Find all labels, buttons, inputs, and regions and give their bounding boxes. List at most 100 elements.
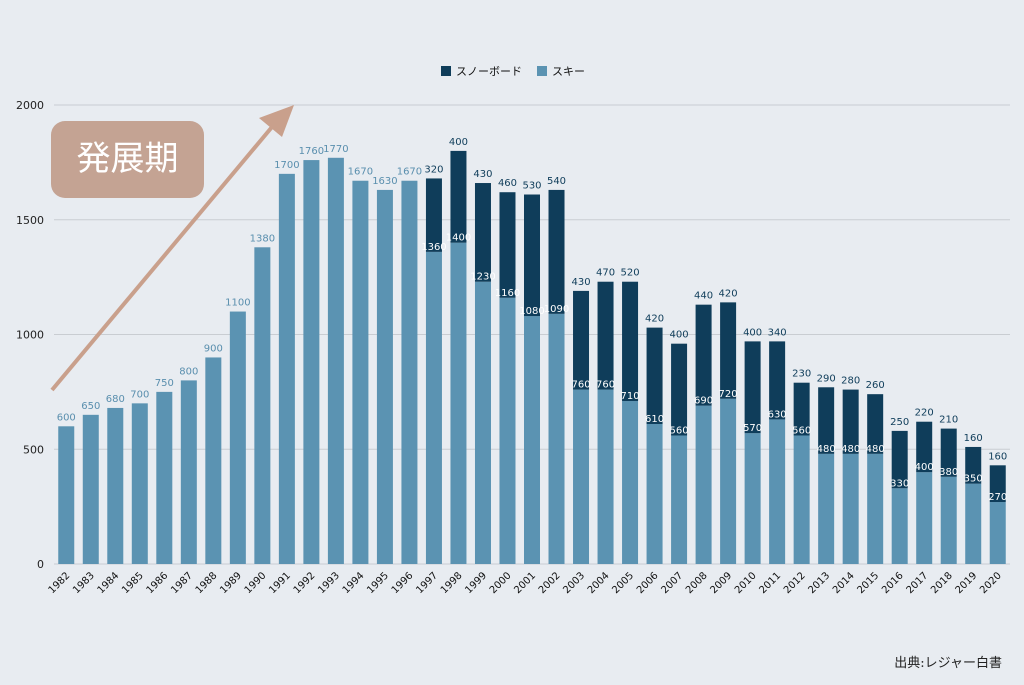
- bar-ski: [548, 313, 565, 564]
- x-tick-label: 2003: [561, 570, 587, 596]
- x-tick-label: 1986: [145, 570, 171, 596]
- bar-ski: [573, 389, 590, 564]
- bar-snowboard: [744, 341, 761, 434]
- data-label-ski: 350: [964, 474, 983, 485]
- bar-ski: [499, 297, 516, 564]
- bar-ski: [82, 414, 99, 564]
- data-label-ski: 1360: [421, 242, 446, 253]
- bar-ski: [180, 380, 197, 564]
- x-tick-label: 2006: [635, 570, 661, 596]
- bar-ski: [916, 472, 933, 564]
- data-label-snowboard: 290: [817, 373, 836, 384]
- data-label-snowboard: 340: [768, 327, 787, 338]
- bar-ski: [327, 157, 344, 564]
- data-label-ski: 760: [596, 380, 615, 391]
- data-label-snowboard: 280: [841, 376, 860, 387]
- y-tick-label: 2000: [16, 99, 44, 112]
- data-label-snowboard: 160: [964, 433, 983, 444]
- x-tick-label: 2014: [831, 570, 857, 596]
- data-label-ski: 680: [106, 394, 125, 405]
- x-tick-label: 2018: [929, 570, 955, 596]
- bar-ski: [450, 242, 467, 564]
- data-label-ski: 560: [670, 425, 689, 436]
- x-tick-label: 1993: [316, 570, 342, 596]
- data-label-ski: 610: [645, 414, 664, 425]
- x-axis-ticks: 1982198319841985198619871988198919901991…: [47, 570, 1004, 596]
- bars: [58, 150, 1006, 565]
- x-tick-label: 1999: [463, 570, 489, 596]
- bar-snowboard: [450, 150, 467, 243]
- data-label-ski: 480: [841, 444, 860, 455]
- bar-ski: [793, 435, 810, 564]
- data-label-ski: 1630: [372, 176, 397, 187]
- bar-snowboard: [597, 281, 614, 390]
- x-tick-label: 1992: [292, 570, 318, 596]
- bar-ski: [769, 419, 786, 564]
- growth-arrow: [50, 105, 294, 392]
- x-tick-label: 1994: [341, 570, 367, 596]
- data-label-snowboard: 520: [621, 268, 640, 279]
- x-tick-label: 1989: [218, 570, 244, 596]
- bar-snowboard: [769, 341, 786, 420]
- bar-snowboard: [573, 290, 590, 390]
- x-tick-label: 1982: [47, 570, 73, 596]
- x-tick-label: 2007: [659, 570, 685, 596]
- data-label-ski: 1080: [519, 306, 544, 317]
- data-label-ski: 700: [130, 389, 149, 400]
- data-label-snowboard: 530: [522, 181, 541, 192]
- x-tick-label: 2015: [856, 570, 882, 596]
- x-tick-label: 2012: [782, 570, 808, 596]
- bar-snowboard: [965, 446, 982, 484]
- bar-snowboard: [499, 192, 516, 298]
- x-tick-label: 1991: [267, 570, 293, 596]
- data-label-snowboard: 260: [866, 380, 885, 391]
- x-tick-label: 1996: [390, 570, 416, 596]
- x-tick-label: 1998: [439, 570, 465, 596]
- data-label-ski: 480: [817, 444, 836, 455]
- bar-ski: [156, 391, 173, 564]
- data-label-snowboard: 430: [571, 277, 590, 288]
- bar-ski: [646, 424, 663, 564]
- data-label-ski: 560: [792, 425, 811, 436]
- bar-snowboard: [818, 387, 835, 454]
- data-label-snowboard: 220: [915, 408, 934, 419]
- x-tick-label: 2013: [806, 570, 832, 596]
- bar-snowboard: [793, 382, 810, 436]
- bar-snowboard: [842, 389, 859, 454]
- x-tick-label: 1995: [365, 570, 391, 596]
- legend-swatch-snowboard: [441, 66, 451, 76]
- data-label-ski: 760: [571, 380, 590, 391]
- data-label-snowboard: 160: [988, 451, 1007, 462]
- data-label-ski: 1770: [323, 144, 348, 155]
- data-label-snowboard: 420: [645, 314, 664, 325]
- bar-ski: [229, 311, 246, 564]
- data-label-snowboard: 400: [670, 330, 689, 341]
- x-tick-label: 1988: [194, 570, 220, 596]
- data-label-snowboard: 420: [719, 288, 738, 299]
- data-label-snowboard: 460: [498, 178, 517, 189]
- bar-snowboard: [940, 428, 957, 477]
- bar-snowboard: [671, 343, 688, 436]
- data-label-ski: 710: [621, 391, 640, 402]
- legend-label-ski: スキー: [552, 65, 585, 78]
- data-label-ski: 900: [204, 343, 223, 354]
- x-tick-label: 1983: [71, 570, 97, 596]
- data-label-ski: 270: [988, 492, 1007, 503]
- data-label-ski: 650: [81, 401, 100, 412]
- x-tick-label: 2008: [684, 570, 710, 596]
- data-label-ski: 720: [719, 389, 738, 400]
- bar-ski: [818, 453, 835, 564]
- data-label-ski: 570: [743, 423, 762, 434]
- data-label-snowboard: 430: [473, 169, 492, 180]
- bar-snowboard: [474, 183, 491, 282]
- bar-ski: [278, 173, 295, 564]
- bar-ski: [303, 160, 320, 564]
- bar-ski: [254, 247, 271, 565]
- bar-ski: [107, 407, 124, 564]
- bar-ski: [425, 251, 442, 564]
- y-tick-label: 1500: [16, 214, 44, 227]
- x-tick-label: 2004: [586, 570, 612, 596]
- data-label-ski: 380: [939, 467, 958, 478]
